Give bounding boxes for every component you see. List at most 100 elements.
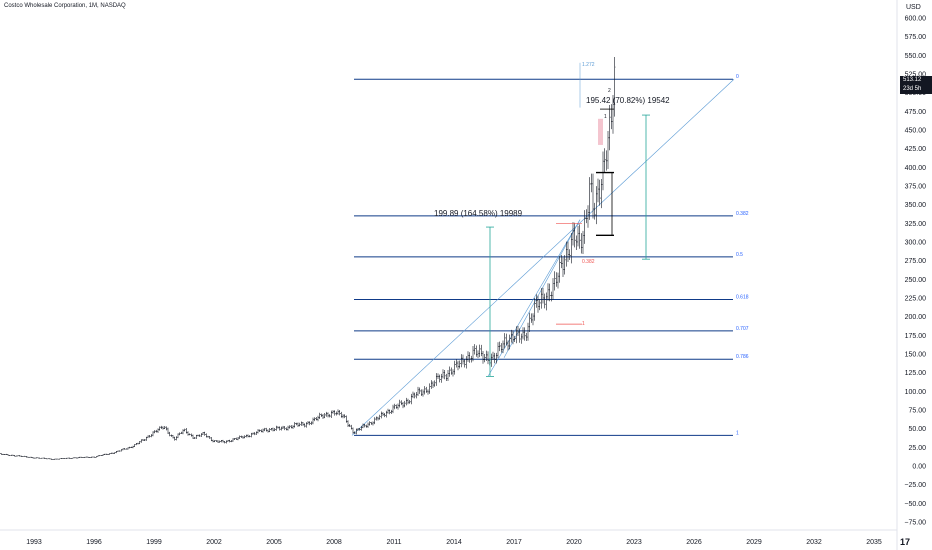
price-candle	[10, 454, 13, 456]
price-candle	[263, 427, 266, 432]
price-candle	[492, 351, 494, 361]
price-candle	[115, 451, 118, 454]
price-candle	[373, 417, 376, 425]
price-candle	[353, 431, 356, 434]
price-candle	[167, 427, 169, 435]
price-candle	[140, 439, 143, 443]
price-candle	[420, 389, 423, 397]
trendline-b	[503, 219, 581, 358]
price-candle	[313, 417, 316, 422]
price-candle	[495, 352, 498, 364]
price-candle	[45, 458, 48, 460]
price-candle	[108, 453, 111, 455]
price-candle	[360, 425, 363, 431]
price-candle	[173, 436, 176, 441]
price-candle	[295, 422, 298, 426]
price-candle	[67, 457, 69, 459]
price-candle	[395, 404, 398, 409]
y-tick-label: 425.00	[905, 146, 927, 153]
price-candle	[583, 210, 586, 244]
x-tick-label: 2011	[386, 539, 401, 546]
price-candle	[392, 404, 394, 414]
price-candle	[442, 369, 444, 379]
price-candle	[568, 249, 571, 260]
price-candle	[565, 241, 568, 267]
price-candle	[462, 354, 464, 365]
price-candle	[95, 456, 98, 458]
price-candle	[463, 359, 466, 368]
bar-countdown: 23d 5h	[903, 86, 922, 92]
price-candle	[272, 427, 274, 432]
tradingview-logo-icon[interactable]: 17	[900, 537, 910, 547]
chart-marker-label: 2	[608, 88, 611, 94]
price-candle	[92, 456, 94, 458]
price-candle	[23, 455, 26, 457]
price-candle	[142, 439, 144, 441]
price-candle	[182, 429, 184, 435]
tradingview-logo-text: 17	[900, 537, 911, 547]
price-candle	[580, 233, 583, 254]
price-candle	[220, 439, 223, 443]
price-candle	[468, 352, 471, 363]
price-candle	[595, 186, 598, 225]
price-candle	[558, 255, 561, 283]
price-candle	[247, 434, 249, 438]
annotations-layer: 199.89 (164.58%) 19989 195.42 (70.82%) 19…	[434, 62, 670, 377]
y-tick-label: 125.00	[905, 370, 927, 377]
price-candle	[537, 295, 539, 313]
price-candle	[258, 429, 261, 432]
price-candle	[518, 328, 521, 343]
y-tick-label: −25.00	[904, 482, 926, 489]
price-candle	[197, 434, 199, 437]
price-candle	[218, 440, 221, 443]
price-candle	[268, 427, 271, 433]
price-candle	[138, 441, 141, 445]
last-price-value: 513.12	[903, 77, 922, 83]
fib-level-label: 0	[736, 74, 739, 80]
y-tick-label: 325.00	[905, 221, 927, 228]
price-candle	[592, 173, 594, 219]
x-tick-label: 2029	[746, 539, 762, 546]
price-candle	[358, 428, 361, 431]
x-tick-label: 2008	[326, 539, 342, 546]
price-candle	[210, 436, 213, 442]
price-candle	[185, 428, 188, 434]
price-candle	[340, 411, 343, 418]
price-candle	[8, 454, 11, 456]
price-candle	[352, 427, 354, 434]
price-candle	[0, 453, 3, 455]
price-candle	[515, 326, 518, 344]
fib-level-label: 0.786	[736, 354, 749, 360]
price-candle	[332, 410, 334, 414]
price-candle	[590, 173, 593, 193]
price-candle	[310, 421, 313, 425]
price-candle	[490, 353, 493, 367]
y-tick-label: 25.00	[908, 445, 926, 452]
price-candle	[298, 422, 301, 427]
price-candle	[500, 343, 503, 353]
y-tick-label: 50.00	[908, 426, 926, 433]
price-candle	[133, 443, 136, 447]
price-candle	[112, 452, 114, 454]
price-candle	[370, 421, 373, 425]
price-candle	[225, 440, 228, 444]
y-tick-label: 250.00	[905, 277, 927, 284]
price-candle	[70, 457, 73, 459]
price-candle	[372, 421, 374, 426]
price-candle	[428, 383, 431, 394]
price-candle	[77, 457, 79, 459]
price-candle	[578, 224, 581, 249]
x-tick-label: 2002	[206, 539, 222, 546]
y-tick-label: 525.00	[905, 72, 927, 79]
price-candle	[278, 426, 281, 431]
price-candle	[238, 435, 241, 439]
x-tick-label: 2017	[506, 539, 522, 546]
price-candle	[610, 104, 613, 130]
x-tick-label: 1993	[26, 539, 42, 546]
price-candle	[582, 230, 584, 254]
price-candle	[287, 425, 289, 431]
price-candle	[402, 402, 404, 409]
price-candle	[585, 209, 588, 224]
y-tick-label: 400.00	[905, 165, 927, 172]
